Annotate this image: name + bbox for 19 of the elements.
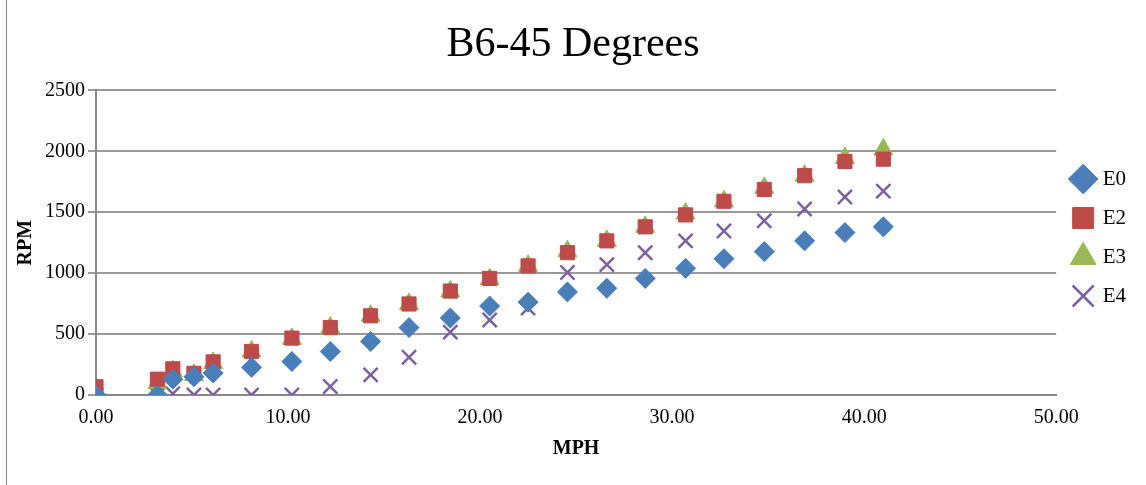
legend-label: E4 (1102, 282, 1127, 307)
x-tick-label: 30.00 (649, 405, 695, 428)
x-tick-label: 20.00 (457, 405, 503, 428)
legend-label: E3 (1102, 243, 1126, 268)
y-tick-label: 2000 (45, 138, 85, 161)
y-tick-label: 1500 (45, 199, 85, 222)
legend-label: E2 (1102, 204, 1126, 229)
x-tick-label: 0.00 (78, 405, 114, 428)
x-axis-title: MPH (552, 436, 600, 459)
y-tick-label: 500 (55, 321, 85, 344)
y-tick-label: 1000 (45, 260, 85, 283)
x-tick-label: 50.00 (1033, 405, 1079, 428)
x-tick-label: 10.00 (265, 405, 311, 428)
y-axis-title: RPM (13, 219, 36, 266)
x-tick-label: 40.00 (841, 405, 887, 428)
y-tick-label: 2500 (45, 77, 85, 100)
chart-title: B6-45 Degrees (446, 19, 700, 66)
y-tick-label: 0 (75, 382, 85, 405)
legend-label: E0 (1102, 165, 1126, 190)
